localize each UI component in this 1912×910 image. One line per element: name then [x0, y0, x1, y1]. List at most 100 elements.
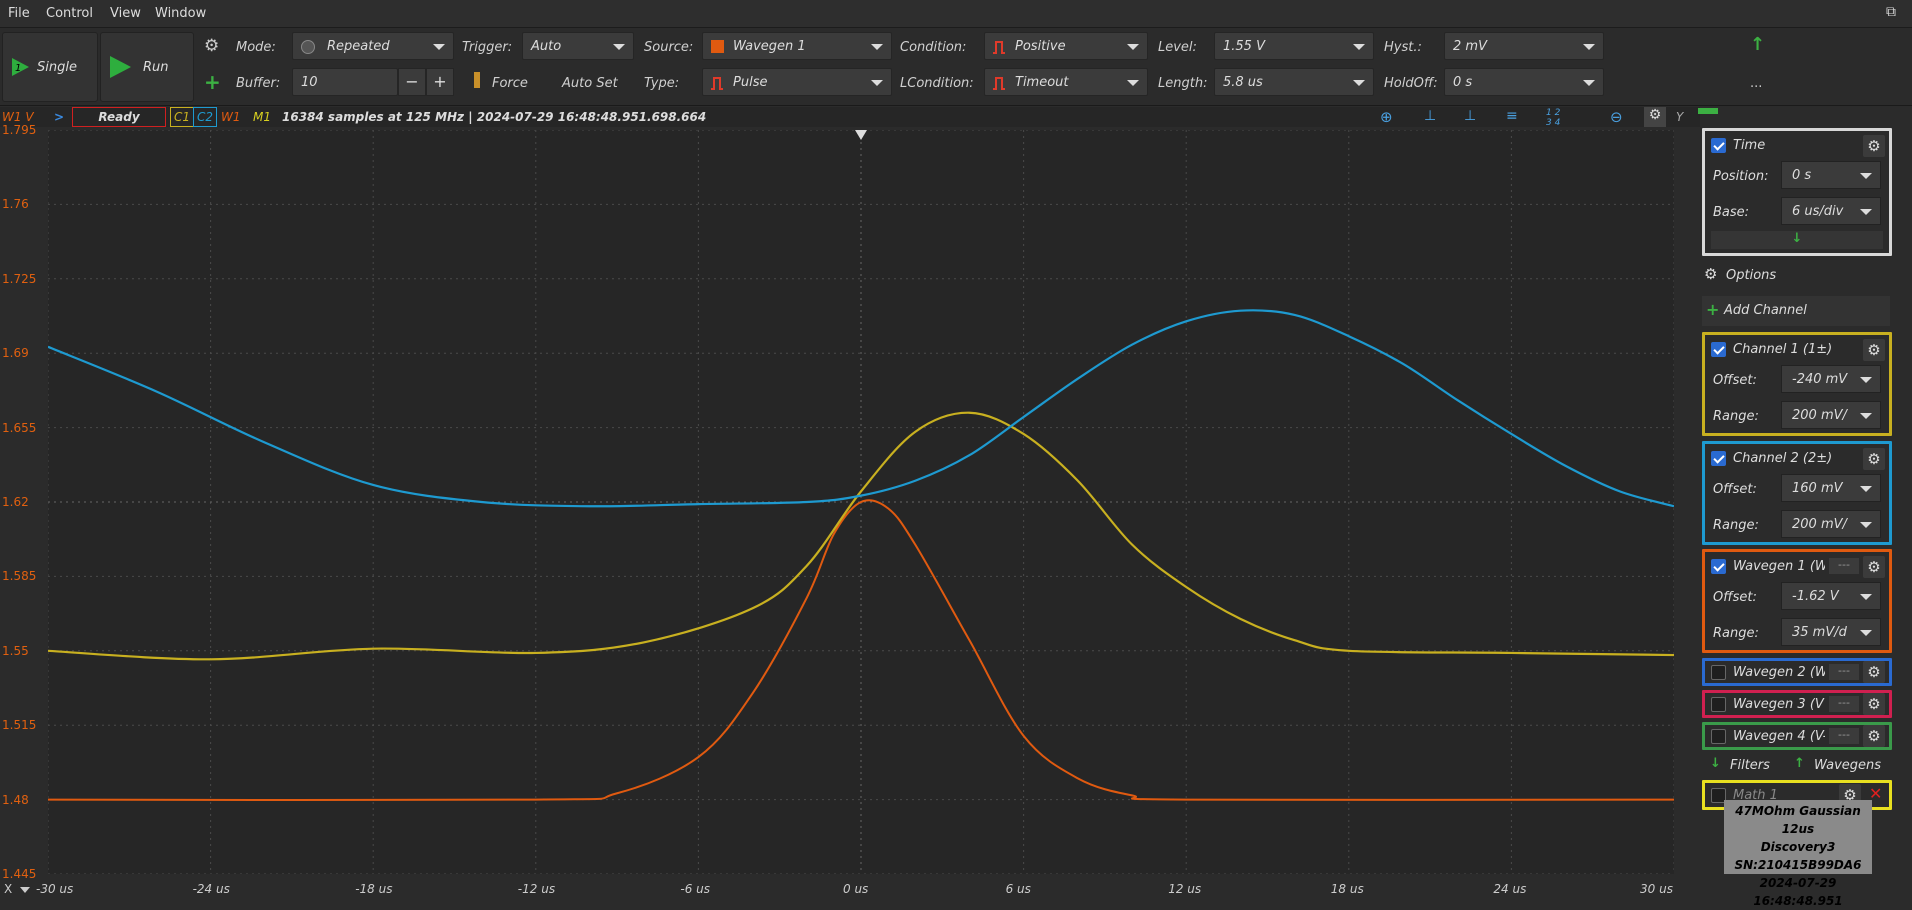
- x-tick-label: -30 us: [36, 882, 74, 896]
- y-tick-label: 1.62: [2, 495, 29, 509]
- series-c2-line: [48, 309, 1674, 508]
- time-gear-icon[interactable]: ⚙: [1863, 135, 1885, 157]
- wavegen1-checkbox[interactable]: [1711, 559, 1726, 574]
- x-axis-dropdown-icon[interactable]: [20, 887, 30, 893]
- channel2-panel: Channel 2 (2±) ⚙ Offset: 160 mV Range: 2…: [1702, 441, 1892, 545]
- menu-file[interactable]: File: [8, 6, 30, 21]
- svg-text:1: 1: [15, 63, 21, 74]
- condition-select[interactable]: Positive: [984, 32, 1148, 60]
- wavegen4-panel: Wavegen 4 (V-) --- ⚙: [1702, 722, 1892, 750]
- menu-view[interactable]: View: [110, 6, 141, 21]
- channel2-gear-icon[interactable]: ⚙: [1863, 448, 1885, 470]
- trigger-position-marker: [855, 130, 867, 140]
- math1-close-icon[interactable]: ✕: [1869, 784, 1883, 803]
- channel1-offset-select[interactable]: -240 mV: [1781, 365, 1881, 393]
- force-button[interactable]: Force: [492, 76, 528, 91]
- wavegen3-gear-icon[interactable]: ⚙: [1863, 693, 1885, 715]
- single-button[interactable]: 1 Single: [2, 32, 98, 102]
- more-button[interactable]: ...: [1750, 76, 1763, 91]
- buffer-input[interactable]: 10: [292, 68, 398, 96]
- channel1-range-label: Range:: [1713, 409, 1759, 424]
- channel2-range-select[interactable]: 200 mV/: [1781, 510, 1881, 538]
- wavegens-up-icon: ↑: [1794, 756, 1805, 771]
- time-title: Time: [1733, 138, 1766, 153]
- source-color-icon: [711, 40, 724, 53]
- wavegen1-range-select[interactable]: 35 mV/d: [1781, 618, 1881, 646]
- c1-toggle[interactable]: C1: [170, 107, 195, 127]
- oscilloscope-plot[interactable]: [48, 130, 1674, 874]
- w1-toggle[interactable]: W1: [221, 110, 241, 124]
- buffer-decrement-button[interactable]: −: [398, 68, 426, 96]
- channel1-range-select[interactable]: 200 mV/: [1781, 401, 1881, 429]
- wavegen1-offset-select[interactable]: -1.62 V: [1781, 582, 1881, 610]
- wavegen4-checkbox[interactable]: [1711, 729, 1726, 744]
- trigger-select[interactable]: Auto: [522, 32, 634, 60]
- length-select[interactable]: 5.8 us: [1214, 68, 1374, 96]
- single-label: Single: [37, 59, 77, 75]
- x-axis-button[interactable]: X: [4, 882, 13, 896]
- collapse-up-icon[interactable]: ↑: [1750, 34, 1766, 55]
- channel1-checkbox[interactable]: [1711, 342, 1726, 357]
- mode-select[interactable]: Repeated: [292, 32, 454, 60]
- wavegen2-checkbox[interactable]: [1711, 665, 1726, 680]
- trigger-label: Trigger:: [462, 40, 513, 55]
- gear-icon[interactable]: ⚙: [204, 36, 220, 56]
- level-label: Level:: [1158, 40, 1197, 55]
- x-tick-label: 30 us: [1640, 882, 1673, 896]
- time-base-select[interactable]: 6 us/div: [1781, 197, 1881, 225]
- cursor-3-icon[interactable]: ≡: [1506, 108, 1518, 124]
- time-expand-icon[interactable]: ↓: [1711, 231, 1883, 249]
- wavegen2-title: Wavegen 2 (W2: [1733, 665, 1825, 680]
- wavegen3-checkbox[interactable]: [1711, 697, 1726, 712]
- y-tick-label: 1.725: [2, 271, 37, 286]
- zoom-in-icon[interactable]: ⊕: [1380, 108, 1393, 126]
- type-select[interactable]: Pulse: [702, 68, 892, 96]
- x-tick-label: 24 us: [1493, 882, 1527, 896]
- hyst-select[interactable]: 2 mV: [1444, 32, 1604, 60]
- menu-control[interactable]: Control: [46, 6, 93, 21]
- run-button[interactable]: Run: [100, 32, 194, 102]
- holdoff-select[interactable]: 0 s: [1444, 68, 1604, 96]
- time-panel: Time ⚙ Position: 0 s Base: 6 us/div ↓: [1702, 128, 1892, 256]
- add-channel-button[interactable]: + Add Channel: [1702, 296, 1890, 326]
- series-w1-line: [48, 499, 1674, 802]
- menu-window[interactable]: Window: [155, 6, 207, 21]
- level-select[interactable]: 1.55 V: [1214, 32, 1374, 60]
- source-select[interactable]: Wavegen 1: [702, 32, 892, 60]
- cursor-2-icon[interactable]: ⊥: [1464, 108, 1477, 124]
- lcondition-select[interactable]: Timeout: [984, 68, 1148, 96]
- info-line-1: 47MOhm Gaussian 12us: [1735, 804, 1861, 836]
- chevron-right-icon[interactable]: >: [54, 110, 65, 124]
- cursor-1-icon[interactable]: ⊥: [1424, 108, 1437, 124]
- options-button[interactable]: Options: [1726, 268, 1777, 283]
- plot-settings-gear-icon[interactable]: ⚙: [1644, 107, 1666, 127]
- wavegen1-gear-icon[interactable]: ⚙: [1863, 556, 1885, 578]
- run-play-icon: [110, 56, 131, 78]
- c2-toggle[interactable]: C2: [193, 107, 218, 127]
- channel1-gear-icon[interactable]: ⚙: [1863, 339, 1885, 361]
- time-checkbox[interactable]: [1711, 138, 1726, 153]
- buffer-increment-button[interactable]: +: [426, 68, 454, 96]
- wavegens-button[interactable]: Wavegens: [1814, 758, 1882, 773]
- wavegen3-panel: Wavegen 3 (V+) --- ⚙: [1702, 690, 1892, 718]
- holdoff-label: HoldOff:: [1384, 76, 1438, 91]
- channel2-offset-select[interactable]: 160 mV: [1781, 474, 1881, 502]
- options-gear-icon[interactable]: ⚙: [1704, 265, 1718, 283]
- add-channel-label: Add Channel: [1724, 303, 1807, 318]
- wavegen4-gear-icon[interactable]: ⚙: [1863, 725, 1885, 747]
- y-axis-unit-label: W1 V: [2, 110, 34, 124]
- m1-toggle[interactable]: M1: [253, 110, 271, 124]
- time-position-select[interactable]: 0 s: [1781, 161, 1881, 189]
- panel-toggle-icon[interactable]: [1698, 108, 1718, 114]
- filters-down-icon: ↓: [1710, 756, 1721, 771]
- math1-checkbox[interactable]: [1711, 788, 1726, 803]
- channel2-checkbox[interactable]: [1711, 451, 1726, 466]
- add-icon[interactable]: +: [204, 70, 221, 94]
- autoset-button[interactable]: Auto Set: [562, 76, 618, 91]
- filters-button[interactable]: Filters: [1730, 758, 1770, 773]
- window-restore-icon[interactable]: ⧉: [1886, 4, 1896, 20]
- y-axis-button[interactable]: Y: [1676, 110, 1684, 124]
- wavegen2-gear-icon[interactable]: ⚙: [1863, 661, 1885, 683]
- zoom-out-icon[interactable]: ⊖: [1610, 108, 1623, 126]
